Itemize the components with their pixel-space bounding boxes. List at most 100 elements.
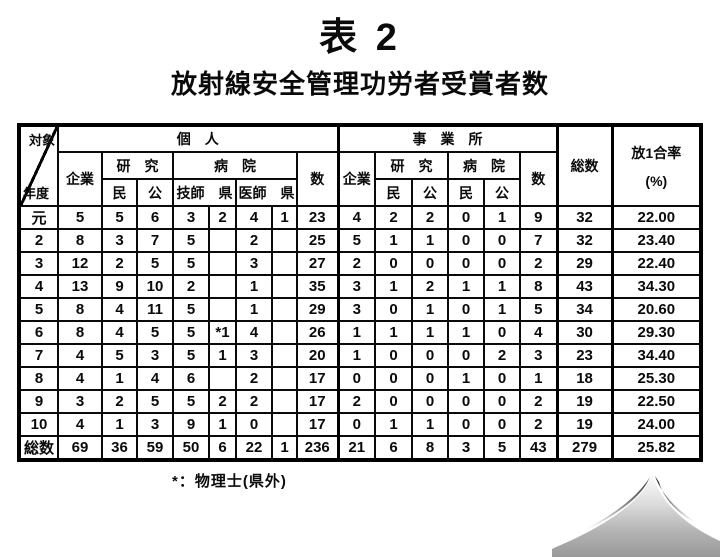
- data-cell: 1: [447, 274, 485, 299]
- total-row: 総数 69 36 59 50 6 22 1 236 21 6 8 3 5 43 …: [18, 435, 703, 461]
- data-cell: 2: [235, 228, 273, 253]
- table-row: 10 4 1 3 9 1 0 17 0 1 1 0 0 2 19 24.00: [18, 412, 703, 437]
- row-total-cell: 43: [555, 274, 614, 299]
- data-cell: 0: [483, 389, 521, 414]
- data-cell: [208, 366, 237, 391]
- ind-count-cell: 27: [296, 251, 339, 276]
- data-cell: 5: [172, 228, 210, 253]
- rate-cell: 22.40: [610, 251, 703, 276]
- data-cell: 0: [483, 228, 521, 253]
- year-cell: 総数: [18, 435, 59, 461]
- data-cell: 5: [172, 343, 210, 368]
- data-cell: 2: [101, 389, 138, 414]
- table-row: 7 4 5 3 5 1 3 20 1 0 0 0 2 3 23 34.40: [18, 343, 703, 368]
- data-cell: 3: [447, 435, 485, 461]
- year-cell: 7: [18, 343, 59, 368]
- data-cell: 0: [483, 251, 521, 276]
- corner-target-label: 対象: [28, 133, 55, 148]
- data-cell: 1: [101, 412, 138, 437]
- data-cell: 4: [57, 412, 103, 437]
- rate-cell: 34.40: [610, 343, 703, 368]
- data-cell: 1: [447, 366, 485, 391]
- rate-cell: 22.00: [610, 205, 703, 230]
- ind-hospital-header: 病 院: [172, 151, 298, 180]
- ind-hospital-technician-header: 技師 県: [172, 178, 237, 207]
- off-hospital-header: 病 院: [447, 151, 521, 180]
- footnote: *：物理士(県外): [172, 473, 287, 490]
- data-cell: 12: [57, 251, 103, 276]
- data-cell: 2: [336, 389, 376, 414]
- off-count-cell: 43: [518, 435, 559, 461]
- row-total-cell: 32: [555, 228, 614, 253]
- scan-artifact-mountain: [552, 473, 720, 557]
- year-cell: 元: [18, 205, 59, 230]
- data-cell: 2: [374, 205, 413, 230]
- awards-table: 対象 年度 個 人 事 業 所 総数 放1合率 (%) 企業 研 究 病 院 数…: [17, 123, 704, 462]
- year-cell: 10: [18, 412, 59, 437]
- data-cell: 4: [235, 320, 273, 345]
- off-count-cell: 4: [518, 320, 559, 345]
- off-hospital-public-header: 公: [483, 178, 521, 207]
- ind-count-cell: 236: [296, 435, 339, 461]
- data-cell: 0: [447, 251, 485, 276]
- data-cell: 6: [208, 435, 237, 461]
- data-cell: 1: [374, 228, 413, 253]
- data-cell: 0: [447, 412, 485, 437]
- data-cell: 36: [101, 435, 138, 461]
- data-cell: 5: [336, 228, 376, 253]
- data-cell: 5: [101, 205, 138, 230]
- page-title: 放射線安全管理功労者受賞者数: [170, 69, 549, 99]
- rate-cell: 22.50: [610, 389, 703, 414]
- row-total-cell: 30: [555, 320, 614, 345]
- off-count-cell: 2: [518, 389, 559, 414]
- data-cell: 8: [411, 435, 449, 461]
- data-cell: 69: [57, 435, 103, 461]
- data-cell: 0: [336, 366, 376, 391]
- data-cell: 0: [483, 412, 521, 437]
- data-cell: 0: [447, 297, 485, 322]
- data-cell: 0: [374, 389, 413, 414]
- data-cell: 4: [57, 343, 103, 368]
- data-cell: 0: [411, 343, 449, 368]
- row-total-cell: 32: [555, 205, 614, 230]
- individual-group-header: 個 人: [57, 124, 339, 153]
- header-row-categories: 企業 研 究 病 院 数 企業 研 究 病 院 数: [19, 151, 701, 207]
- data-cell: 8: [57, 320, 103, 345]
- table-row: 9 3 2 5 5 2 2 17 2 0 0 0 0 2 19 22.50: [18, 389, 703, 414]
- data-cell: 2: [208, 205, 237, 230]
- data-cell: 6: [136, 205, 174, 230]
- data-cell: 4: [235, 205, 273, 230]
- year-cell: 5: [18, 297, 59, 322]
- off-research-public-header: 公: [411, 178, 449, 207]
- data-cell: 2: [483, 343, 521, 368]
- off-count-cell: 1: [518, 366, 559, 391]
- off-count-cell: 3: [518, 343, 559, 368]
- ind-count-cell: 20: [296, 343, 339, 368]
- data-cell: 4: [136, 366, 174, 391]
- data-cell: 1: [411, 228, 449, 253]
- ind-count-cell: 17: [296, 412, 339, 437]
- data-cell: [271, 297, 298, 322]
- data-cell: 0: [447, 389, 485, 414]
- off-count-cell: 2: [518, 251, 559, 276]
- data-cell: 2: [411, 274, 449, 299]
- data-cell: 5: [57, 205, 103, 230]
- rate-cell: 25.82: [610, 435, 703, 461]
- data-cell: 21: [336, 435, 376, 461]
- data-cell: 3: [136, 412, 174, 437]
- data-cell: 2: [411, 205, 449, 230]
- off-hospital-private-header: 民: [447, 178, 485, 207]
- table-row: 2 8 3 7 5 2 25 5 1 1 0 0 7 32 23.40: [18, 228, 703, 253]
- data-cell: 5: [136, 389, 174, 414]
- data-cell: 2: [336, 251, 376, 276]
- rate-cell: 34.30: [610, 274, 703, 299]
- data-cell: [208, 251, 237, 276]
- table-row: 元 5 5 6 3 2 4 1 23 4 2 2 0 1 9 32 22.00: [18, 205, 703, 230]
- data-cell: 1: [483, 297, 521, 322]
- data-cell: 1: [208, 343, 237, 368]
- header-row-subcategories: 民 公 技師 県 医師 県 民 公 民 公: [19, 178, 701, 207]
- data-cell: 1: [483, 205, 521, 230]
- data-cell: 5: [483, 435, 521, 461]
- ind-count-cell: 25: [296, 228, 339, 253]
- ind-count-cell: 29: [296, 297, 339, 322]
